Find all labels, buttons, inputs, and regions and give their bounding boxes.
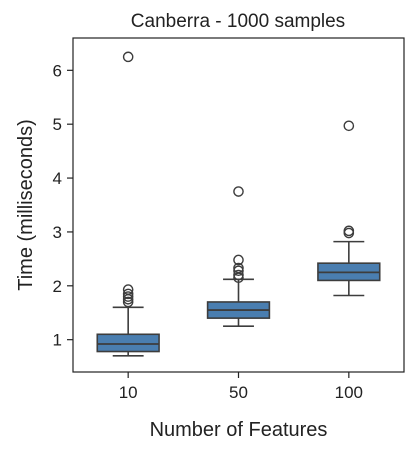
outlier-point <box>122 296 134 308</box>
box-group-100 <box>317 120 381 297</box>
y-axis-title: Time (milliseconds) <box>15 119 37 291</box>
x-tick-label: 100 <box>335 383 363 402</box>
box-iqr <box>96 333 160 353</box>
outlier-point <box>343 225 355 237</box>
x-tick-label: 10 <box>119 383 138 402</box>
outlier-point <box>233 265 244 277</box>
outlier-point <box>233 186 244 197</box>
outlier-point <box>122 284 134 295</box>
outlier-point <box>343 120 355 132</box>
box-group-10 <box>96 51 160 357</box>
box-group-50 <box>206 186 271 328</box>
x-axis-title: Number of Features <box>150 419 328 441</box>
y-tick-label: 4 <box>53 169 62 188</box>
y-tick-label: 2 <box>53 277 62 296</box>
y-tick-label: 6 <box>53 61 62 80</box>
outlier-point <box>233 254 244 266</box>
x-axis: 10 50 100 <box>119 372 363 402</box>
outlier-point <box>122 291 134 302</box>
y-tick-label: 1 <box>53 331 62 350</box>
plot-area <box>96 51 381 357</box>
outlier-point <box>122 51 134 63</box>
outlier-point <box>122 288 134 300</box>
y-axis: 1 2 3 4 5 6 <box>53 61 73 350</box>
outlier-point <box>343 227 355 239</box>
outlier-point <box>233 269 244 281</box>
x-tick-label: 50 <box>229 383 248 402</box>
chart-title: Canberra - 1000 samples <box>131 11 345 32</box>
y-tick-label: 5 <box>53 115 62 134</box>
outlier-point <box>233 262 244 274</box>
y-tick-label: 3 <box>53 223 62 242</box>
